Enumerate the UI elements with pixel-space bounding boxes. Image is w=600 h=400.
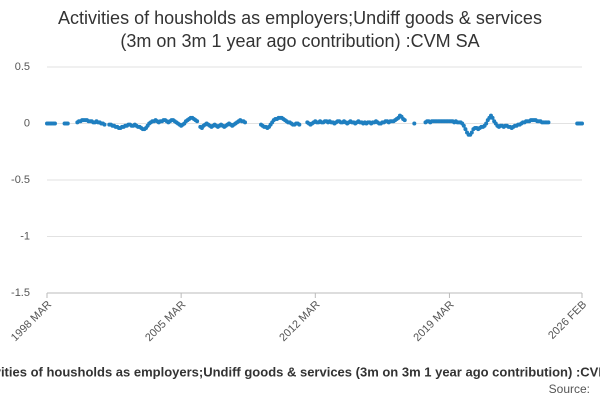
- data-point: [461, 123, 466, 128]
- data-point: [243, 120, 248, 125]
- y-tick-label: -1.5: [11, 287, 30, 299]
- data-point: [490, 115, 495, 120]
- data-point: [580, 121, 584, 126]
- chart-title: (3m on 3m 1 year ago contribution) :CVM …: [120, 31, 479, 51]
- y-tick-label: 0.5: [15, 61, 30, 73]
- data-point: [412, 121, 417, 126]
- y-tick-label: -1: [20, 230, 30, 242]
- x-tick-label: 1998 MAR: [9, 299, 54, 344]
- data-point: [546, 120, 551, 125]
- footer-title: Activities of housholds as employers;Und…: [0, 364, 600, 379]
- source: Source:: [549, 382, 590, 396]
- x-tick-label: 2012 MAR: [277, 299, 322, 344]
- data-point: [297, 122, 302, 127]
- data-point: [469, 130, 474, 135]
- data-point: [65, 121, 70, 126]
- y-tick-label: 0: [24, 117, 30, 129]
- data-point: [52, 121, 57, 126]
- data-point: [463, 127, 468, 132]
- chart-title: Activities of housholds as employers;Und…: [58, 8, 542, 28]
- data-point: [102, 122, 107, 127]
- data-point: [402, 118, 407, 123]
- x-tick-label: 2005 MAR: [143, 299, 188, 344]
- y-tick-label: -0.5: [11, 174, 30, 186]
- x-tick-label: 2026 FEB: [546, 299, 589, 342]
- data-point: [195, 119, 200, 124]
- data-point: [484, 121, 489, 126]
- x-tick-label: 2019 MAR: [411, 299, 456, 344]
